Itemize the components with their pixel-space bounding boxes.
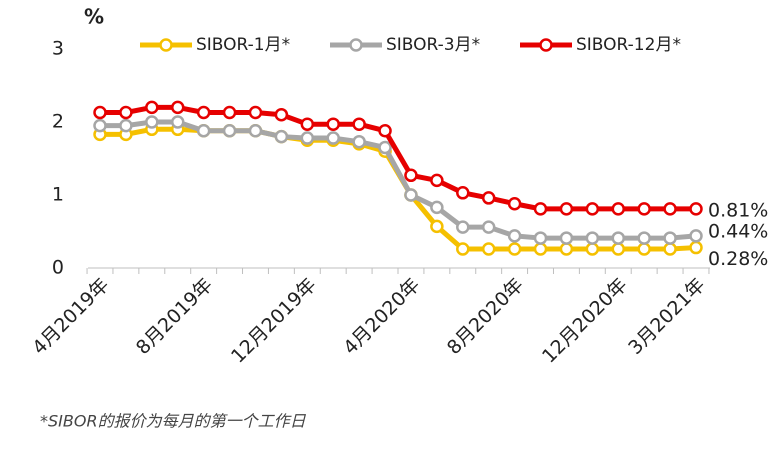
legend-label: SIBOR-3月* (386, 35, 480, 55)
x-tick-label: 4月2020年 (339, 274, 424, 359)
y-tick-label: 0 (52, 257, 64, 279)
point (611, 242, 626, 256)
series-line (100, 104, 696, 212)
x-tick-label: 8月2019年 (132, 274, 217, 359)
point (663, 202, 677, 216)
point (93, 118, 107, 133)
point (585, 231, 600, 245)
point (352, 134, 366, 149)
legend-item: SIBOR-12月* (520, 35, 681, 55)
point (637, 202, 651, 216)
point (378, 124, 392, 138)
point (456, 220, 470, 234)
point (689, 240, 703, 255)
legend-marker (159, 38, 173, 52)
point (689, 229, 703, 243)
point (248, 124, 263, 138)
point (352, 117, 366, 131)
value-label: 0.81% (708, 199, 768, 221)
x-tick-label: 3月2021年 (624, 274, 709, 359)
y-tick-label: 3 (52, 38, 64, 60)
y-tick-label: 1 (52, 184, 64, 206)
point (637, 242, 651, 256)
point (689, 202, 703, 216)
point (637, 231, 651, 245)
point (404, 168, 418, 183)
series-line (100, 126, 697, 252)
point (145, 115, 159, 129)
x-tick-label: 12月2019年 (227, 274, 321, 368)
x-tick-label: 12月2020年 (538, 274, 632, 368)
point (326, 117, 340, 131)
footnote: *SIBOR的报价为每月的第一个工作日 (40, 412, 307, 431)
point (430, 200, 444, 215)
point (430, 219, 444, 234)
point (559, 202, 574, 216)
point (507, 229, 522, 243)
legend-marker (539, 38, 553, 52)
point (507, 242, 522, 256)
point (248, 105, 263, 120)
point (481, 191, 496, 205)
series-line (100, 119, 697, 241)
legend-item: SIBOR-3月* (330, 35, 480, 55)
point (533, 202, 548, 216)
point (170, 115, 185, 129)
point (274, 129, 289, 144)
point (430, 173, 444, 188)
value-label: 0.44% (708, 220, 768, 242)
point (585, 242, 600, 256)
point (378, 140, 392, 155)
point (300, 131, 315, 145)
point (481, 242, 496, 256)
point (119, 118, 133, 133)
point (93, 105, 107, 120)
legend-label: SIBOR-1月* (196, 35, 290, 55)
y-axis-label: % (84, 5, 104, 29)
point (196, 105, 211, 120)
value-label: 0.28% (708, 248, 768, 270)
legend-item: SIBOR-1月* (140, 35, 290, 55)
point (533, 231, 548, 245)
y-tick-label: 2 (52, 111, 64, 133)
point (170, 100, 185, 115)
point (119, 105, 133, 120)
point (533, 242, 548, 256)
point (611, 202, 626, 216)
point (300, 117, 315, 131)
legend-marker (349, 38, 363, 52)
point (274, 107, 289, 122)
point (585, 202, 600, 216)
point (559, 231, 574, 245)
point (481, 220, 496, 234)
point (611, 231, 626, 245)
point (222, 124, 237, 138)
point (663, 242, 677, 256)
point (326, 131, 340, 145)
point (145, 100, 159, 115)
point (663, 231, 677, 245)
point (222, 105, 237, 120)
point (559, 242, 574, 256)
x-tick-label: 4月2019年 (28, 274, 113, 359)
point (507, 197, 522, 211)
x-tick-label: 8月2020年 (443, 274, 528, 359)
point (404, 188, 418, 202)
point (456, 242, 470, 256)
point (456, 186, 470, 200)
legend-label: SIBOR-12月* (576, 35, 681, 55)
point (196, 124, 211, 138)
